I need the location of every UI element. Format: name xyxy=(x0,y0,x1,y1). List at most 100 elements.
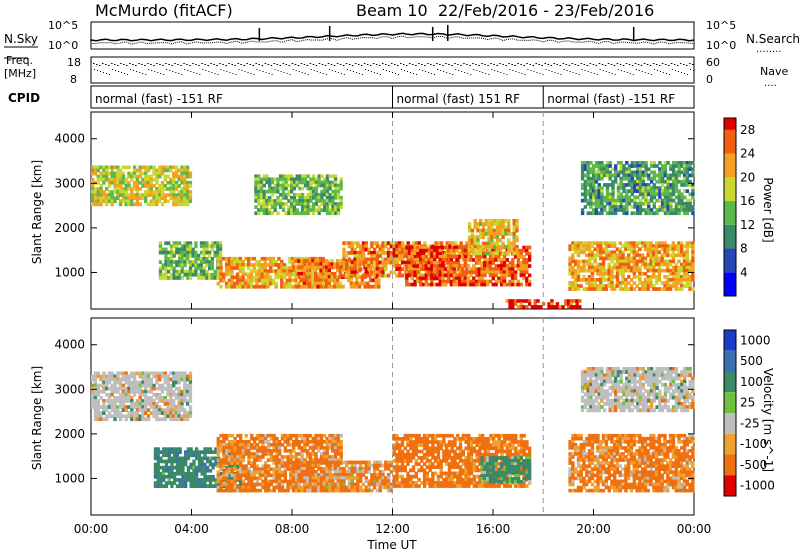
heatmap-cell xyxy=(571,253,575,258)
heatmap-cell xyxy=(364,241,368,246)
heatmap-cell xyxy=(310,256,314,261)
heatmap-cell xyxy=(110,405,114,409)
colorbar-swatch xyxy=(724,177,736,202)
heatmap-cell xyxy=(389,260,394,265)
heatmap-cell xyxy=(441,267,445,271)
freq-trace-dot xyxy=(99,65,101,66)
heatmap-cell xyxy=(206,459,210,464)
heatmap-cell xyxy=(633,179,637,184)
heatmap-cell xyxy=(127,184,131,188)
heatmap-cell xyxy=(250,473,254,478)
heatmap-cell xyxy=(146,180,151,185)
heatmap-cell xyxy=(590,253,595,258)
heatmap-cell xyxy=(389,251,394,255)
heatmap-cell xyxy=(646,262,650,267)
heatmap-cell xyxy=(596,250,600,255)
heatmap-cell xyxy=(608,170,612,175)
heatmap-cell xyxy=(611,208,615,212)
heatmap-cell xyxy=(636,208,640,212)
heatmap-cell xyxy=(568,271,572,276)
heatmap-cell xyxy=(635,275,639,279)
heatmap-cell xyxy=(470,248,475,252)
heatmap-cell xyxy=(135,187,140,191)
heatmap-cell xyxy=(144,408,148,412)
heatmap-cell xyxy=(632,275,636,279)
heatmap-cell xyxy=(118,184,123,188)
heatmap-cell xyxy=(174,405,179,409)
heatmap-cell xyxy=(511,267,515,271)
freq-trace-dot xyxy=(514,65,516,66)
heatmap-cell xyxy=(102,405,106,409)
heatmap-cell xyxy=(419,248,423,253)
heatmap-cell xyxy=(175,456,180,461)
heatmap-cell xyxy=(487,251,491,256)
heatmap-cell xyxy=(233,485,237,490)
heatmap-cell xyxy=(302,275,306,280)
heatmap-cell xyxy=(522,267,526,271)
heatmap-cell xyxy=(600,170,604,175)
heatmap-cell xyxy=(444,258,448,262)
heatmap-cell xyxy=(638,183,643,187)
heatmap-cell xyxy=(600,167,604,171)
heatmap-cell xyxy=(192,453,196,458)
heatmap-cell xyxy=(603,167,607,171)
heatmap-cell xyxy=(583,161,588,165)
heatmap-cell xyxy=(227,433,232,438)
heatmap-cell xyxy=(587,244,592,248)
nave-trace-dot xyxy=(307,74,309,75)
heatmap-cell xyxy=(216,266,220,271)
heatmap-cell xyxy=(91,190,95,194)
heatmap-cell xyxy=(576,253,581,258)
heatmap-cell xyxy=(202,272,206,277)
heatmap-cell xyxy=(170,456,174,461)
heatmap-cell xyxy=(381,273,385,278)
heatmap-cell xyxy=(583,198,588,203)
heatmap-cell xyxy=(124,392,128,397)
heatmap-cell xyxy=(594,179,599,184)
heatmap-cell xyxy=(110,399,114,403)
nave-trace-dot xyxy=(467,73,469,74)
heatmap-cell xyxy=(298,177,302,182)
heatmap-cell xyxy=(469,279,473,284)
nave-trace-dot xyxy=(455,69,457,70)
colorbar-frame xyxy=(723,117,737,297)
heatmap-cell xyxy=(621,250,625,255)
nsky-trace xyxy=(90,32,695,42)
heatmap-cell xyxy=(292,211,297,216)
freq-trace-dot xyxy=(670,63,673,64)
freq-trace-dot xyxy=(360,65,363,66)
heatmap-cell xyxy=(608,208,612,212)
heatmap-cell xyxy=(236,461,240,465)
heatmap-cell xyxy=(169,184,173,188)
heatmap-cell xyxy=(476,228,480,233)
heatmap-cell xyxy=(361,247,366,252)
freq-trace-dot xyxy=(544,63,546,64)
heatmap-cell xyxy=(427,258,431,262)
nave-trace-dot xyxy=(358,73,360,74)
heatmap-cell xyxy=(181,465,185,470)
freq-trace-dot xyxy=(595,65,598,66)
heatmap-cell xyxy=(180,187,184,191)
heatmap-cell xyxy=(152,383,156,388)
heatmap-cell xyxy=(155,380,159,385)
heatmap-cell xyxy=(593,247,597,252)
heatmap-cell xyxy=(152,190,156,194)
heatmap-cell xyxy=(216,241,220,246)
heatmap-cell xyxy=(625,211,629,216)
heatmap-cell xyxy=(655,189,659,193)
heatmap-cell xyxy=(511,258,515,262)
heatmap-cell xyxy=(185,386,190,391)
nave-trace-dot xyxy=(229,72,231,73)
heatmap-cell xyxy=(276,202,280,206)
heatmap-cell xyxy=(658,170,662,175)
heatmap-cell xyxy=(183,383,187,388)
heatmap-cell xyxy=(270,211,275,216)
freq-trace-dot xyxy=(120,63,122,64)
heatmap-cell xyxy=(608,192,612,197)
heatmap-cell xyxy=(571,247,575,252)
heatmap-cell xyxy=(203,465,207,470)
freq-trace-dot xyxy=(102,63,104,64)
heatmap-cell xyxy=(392,244,396,249)
heatmap-cell xyxy=(416,245,420,250)
heatmap-cell xyxy=(427,273,431,278)
